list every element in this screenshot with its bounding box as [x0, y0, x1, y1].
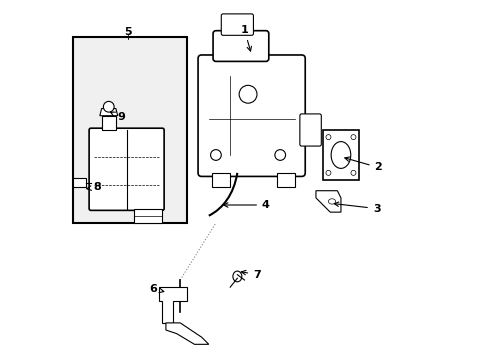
- Bar: [323, 130, 358, 180]
- Ellipse shape: [328, 199, 335, 204]
- Text: 1: 1: [240, 25, 251, 51]
- Text: 7: 7: [241, 270, 260, 280]
- Circle shape: [350, 170, 355, 175]
- Text: 8: 8: [86, 182, 101, 192]
- Bar: [276, 173, 294, 187]
- Text: 3: 3: [333, 202, 380, 213]
- Text: 4: 4: [223, 200, 269, 210]
- Circle shape: [350, 135, 355, 140]
- Circle shape: [274, 150, 285, 160]
- Bar: [212, 173, 230, 187]
- FancyBboxPatch shape: [213, 31, 268, 62]
- Circle shape: [210, 150, 221, 160]
- FancyBboxPatch shape: [198, 55, 305, 176]
- Circle shape: [239, 85, 257, 103]
- Circle shape: [325, 170, 330, 175]
- FancyBboxPatch shape: [299, 114, 321, 146]
- Circle shape: [103, 102, 114, 112]
- Text: 9: 9: [110, 112, 125, 122]
- Bar: [73, 178, 85, 187]
- Polygon shape: [100, 109, 118, 116]
- Polygon shape: [315, 191, 340, 212]
- Polygon shape: [102, 116, 116, 130]
- Text: 5: 5: [124, 27, 132, 37]
- Polygon shape: [159, 287, 187, 323]
- FancyBboxPatch shape: [89, 128, 164, 210]
- Circle shape: [325, 135, 330, 140]
- Bar: [134, 208, 162, 223]
- Text: 2: 2: [344, 157, 382, 172]
- Polygon shape: [165, 323, 208, 344]
- Ellipse shape: [232, 271, 242, 282]
- FancyBboxPatch shape: [221, 14, 253, 35]
- Text: 6: 6: [149, 284, 163, 294]
- Ellipse shape: [330, 141, 350, 168]
- Bar: [73, 37, 187, 223]
